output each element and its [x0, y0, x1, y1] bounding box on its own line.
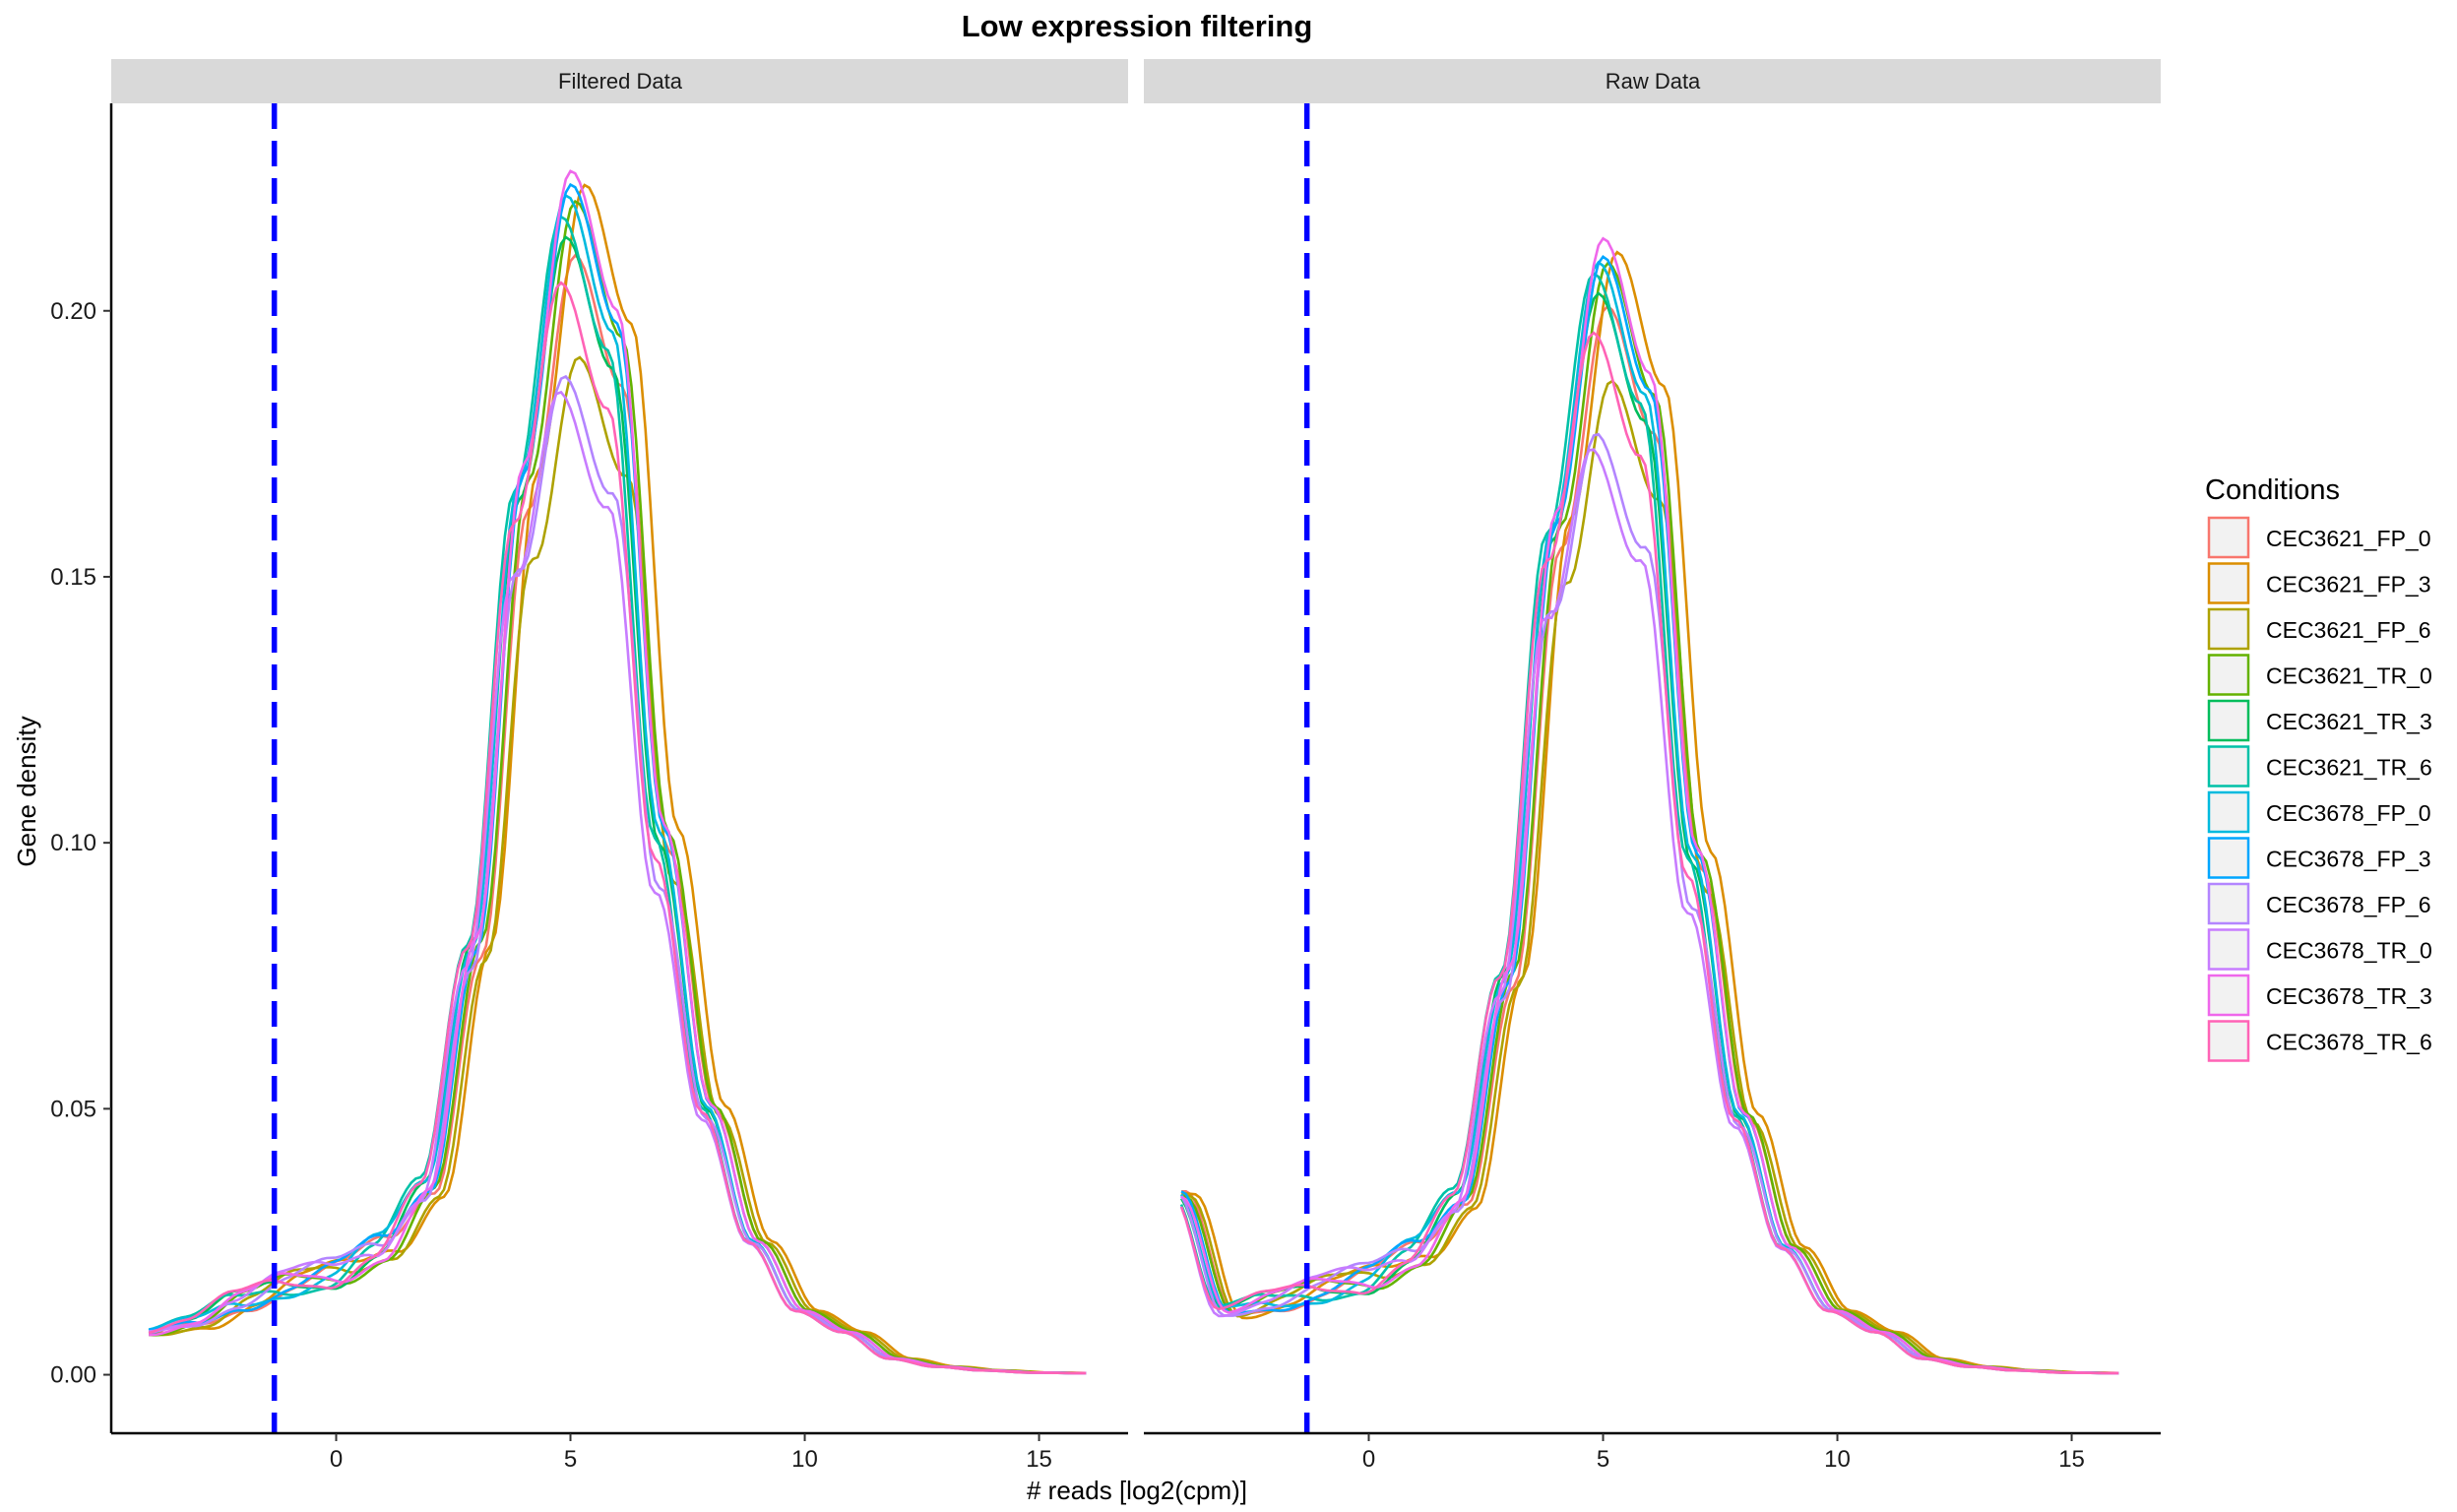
legend-item: CEC3621_FP_0 — [2207, 516, 2431, 559]
y-tick-label: 0.00 — [50, 1362, 96, 1389]
density-curve-CEC3678_TR_6 — [1179, 331, 2119, 1375]
legend-key — [2207, 837, 2250, 879]
density-curve-CEC3678_FP_6 — [1179, 432, 2119, 1375]
legend-label: CEC3621_FP_6 — [2266, 617, 2431, 643]
density-curve-CEC3678_TR_6 — [148, 281, 1087, 1375]
legend-label: CEC3678_FP_0 — [2266, 800, 2431, 826]
legend-item: CEC3621_TR_0 — [2207, 654, 2432, 696]
density-curve-CEC3678_FP_0 — [148, 193, 1087, 1375]
curves-raw — [1179, 236, 2119, 1375]
x-tick-label: 5 — [1597, 1446, 1609, 1473]
density-curve-CEC3678_FP_3 — [1180, 254, 2119, 1375]
legend-label: CEC3678_TR_0 — [2266, 938, 2432, 964]
x-tick-label: 15 — [1026, 1446, 1052, 1473]
legend-item: CEC3678_FP_6 — [2207, 882, 2431, 925]
density-curve-CEC3678_TR_0 — [148, 390, 1087, 1375]
legend-item: CEC3678_TR_6 — [2207, 1020, 2432, 1062]
legend-label: CEC3621_TR_0 — [2266, 663, 2432, 689]
legend-item: CEC3621_TR_6 — [2207, 745, 2432, 788]
legend-label: CEC3621_TR_3 — [2266, 709, 2432, 734]
strip-filtered-data — [111, 59, 1128, 103]
legend-label: CEC3678_FP_3 — [2266, 847, 2431, 872]
x-axis-title: # reads [log2(cpm)] — [1027, 1476, 1247, 1505]
legend-item: CEC3621_FP_6 — [2207, 607, 2431, 651]
density-curve-CEC3621_TR_6 — [1179, 272, 2119, 1375]
density-curve-CEC3621_FP_6 — [1180, 379, 2119, 1375]
y-axis-title: Gene density — [12, 716, 41, 866]
legend-title: Conditions — [2205, 474, 2340, 506]
legend-key — [2207, 745, 2250, 788]
strip-label-filtered-data: Filtered Data — [558, 69, 683, 94]
density-curve-CEC3678_FP_6 — [148, 374, 1087, 1375]
legend-label: CEC3678_TR_3 — [2266, 983, 2432, 1009]
strip-raw-data — [1144, 59, 2161, 103]
legend: Conditions CEC3621_FP_0 CEC3621_FP_3 CEC36… — [2205, 474, 2432, 1062]
density-curve-CEC3621_FP_3 — [149, 183, 1087, 1375]
y-tick-label: 0.05 — [50, 1096, 96, 1122]
legend-key — [2207, 607, 2250, 651]
legend-item: CEC3621_TR_3 — [2207, 699, 2432, 742]
legend-item: CEC3678_TR_3 — [2207, 974, 2432, 1017]
x-tick-label: 5 — [564, 1446, 577, 1473]
x-tick-label: 0 — [1362, 1446, 1375, 1473]
legend-item: CEC3621_FP_3 — [2207, 562, 2431, 604]
legend-key — [2207, 699, 2250, 742]
curves-filtered — [148, 169, 1087, 1375]
legend-item: CEC3678_FP_3 — [2207, 837, 2431, 879]
density-curve-CEC3621_FP_0 — [1181, 304, 2119, 1375]
density-curve-CEC3678_TR_3 — [1180, 236, 2119, 1375]
panel-filtered-data: Filtered Data — [111, 59, 1128, 1433]
x-tick-label: 10 — [1824, 1446, 1851, 1473]
y-tick-label: 0.10 — [50, 830, 96, 856]
legend-key — [2207, 562, 2250, 604]
legend-label: CEC3621_FP_3 — [2266, 572, 2431, 598]
strip-label-raw-data: Raw Data — [1606, 69, 1701, 94]
panel-raw-data: Raw Data — [1144, 59, 2161, 1433]
legend-item: CEC3678_TR_0 — [2207, 928, 2432, 971]
legend-key — [2207, 928, 2250, 971]
legend-label: CEC3621_FP_0 — [2266, 526, 2431, 551]
density-curve-CEC3621_FP_0 — [149, 253, 1087, 1375]
legend-key — [2207, 516, 2250, 559]
legend-key — [2207, 1020, 2250, 1062]
x-tick-label: 0 — [330, 1446, 343, 1473]
y-tick-label: 0.20 — [50, 298, 96, 325]
legend-key — [2207, 790, 2250, 834]
density-curve-CEC3678_TR_3 — [149, 169, 1087, 1375]
density-curve-CEC3621_FP_6 — [148, 355, 1087, 1375]
legend-item: CEC3678_FP_0 — [2207, 790, 2431, 834]
x-tick-label: 15 — [2058, 1446, 2085, 1473]
legend-key — [2207, 974, 2250, 1017]
legend-label: CEC3678_FP_6 — [2266, 892, 2431, 917]
legend-label: CEC3678_TR_6 — [2266, 1030, 2432, 1055]
density-curve-CEC3678_TR_0 — [1179, 448, 2119, 1375]
x-tick-label: 10 — [791, 1446, 818, 1473]
chart-title: Low expression filtering — [962, 9, 1313, 43]
axes: 0.00 0.05 0.10 0.15 0.20 0 5 10 15 0 5 10 15 — [50, 103, 2161, 1473]
y-tick-label: 0.15 — [50, 564, 96, 591]
legend-label: CEC3621_TR_6 — [2266, 755, 2432, 781]
legend-key — [2207, 882, 2250, 925]
density-curve-CEC3621_TR_6 — [148, 215, 1087, 1375]
density-curve-CEC3678_FP_3 — [149, 182, 1087, 1375]
legend-key — [2207, 654, 2250, 696]
density-curve-CEC3621_FP_3 — [1181, 250, 2119, 1375]
